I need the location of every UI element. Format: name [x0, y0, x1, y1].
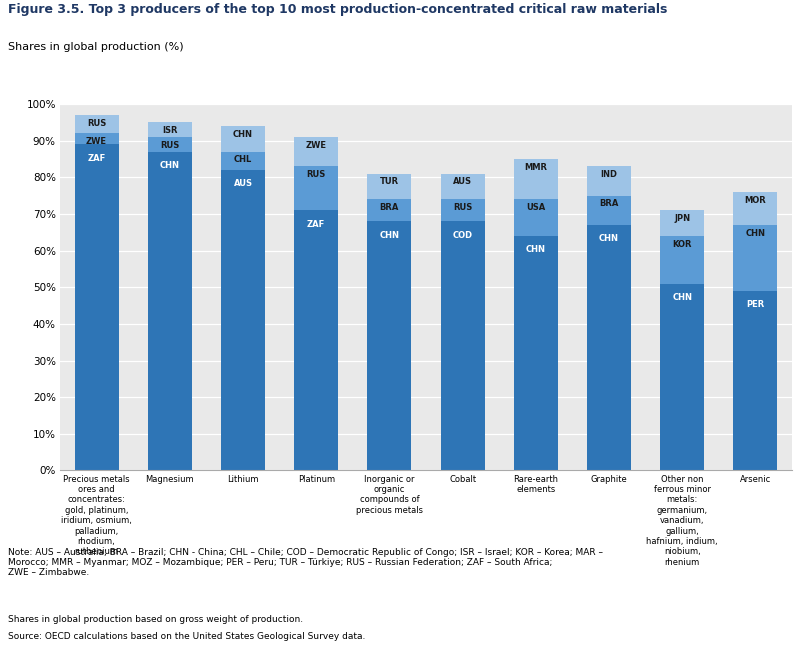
Text: ISR: ISR: [162, 126, 178, 135]
Text: RUS: RUS: [87, 119, 106, 128]
Text: USA: USA: [526, 203, 546, 212]
Bar: [294, 167, 338, 210]
Bar: [734, 192, 778, 225]
Text: CHN: CHN: [672, 293, 692, 302]
Bar: [367, 174, 411, 200]
Bar: [74, 115, 118, 134]
Bar: [221, 152, 265, 170]
Bar: [734, 225, 778, 291]
Text: CHN: CHN: [233, 130, 253, 139]
Bar: [660, 284, 704, 470]
Text: CHN: CHN: [599, 234, 619, 243]
Text: PER: PER: [746, 300, 765, 309]
Text: CHN: CHN: [746, 228, 766, 238]
Bar: [514, 236, 558, 470]
Text: JPN: JPN: [674, 214, 690, 223]
Text: COD: COD: [453, 230, 473, 239]
Bar: [514, 159, 558, 200]
Bar: [148, 122, 192, 137]
Text: TUR: TUR: [380, 177, 399, 186]
Text: Shares in global production (%): Shares in global production (%): [8, 42, 184, 52]
Text: CHN: CHN: [160, 161, 180, 170]
Text: ZWE: ZWE: [306, 141, 326, 150]
Text: CHN: CHN: [526, 245, 546, 254]
Bar: [367, 200, 411, 221]
Text: RUS: RUS: [160, 141, 179, 150]
Text: BRA: BRA: [380, 203, 399, 212]
Bar: [660, 210, 704, 236]
Text: BRA: BRA: [599, 200, 618, 208]
Bar: [587, 196, 631, 225]
Bar: [587, 167, 631, 196]
Bar: [514, 200, 558, 236]
Bar: [294, 137, 338, 167]
Bar: [74, 144, 118, 470]
Text: AUS: AUS: [234, 179, 253, 188]
Text: IND: IND: [601, 170, 618, 179]
Bar: [221, 170, 265, 470]
Text: KOR: KOR: [673, 240, 692, 249]
Text: RUS: RUS: [453, 203, 472, 212]
Bar: [734, 291, 778, 470]
Bar: [74, 134, 118, 144]
Bar: [367, 221, 411, 470]
Bar: [148, 152, 192, 470]
Bar: [441, 221, 485, 470]
Text: AUS: AUS: [453, 177, 472, 186]
Bar: [221, 126, 265, 152]
Text: MMR: MMR: [524, 163, 547, 172]
Text: ZWE: ZWE: [86, 137, 107, 146]
Bar: [441, 174, 485, 200]
Text: Shares in global production based on gross weight of production.: Shares in global production based on gro…: [8, 615, 303, 624]
Text: RUS: RUS: [306, 170, 326, 179]
Text: Note: AUS – Australia; BRA – Brazil; CHN - China; CHL – Chile; COD – Democratic : Note: AUS – Australia; BRA – Brazil; CHN…: [8, 548, 603, 577]
Bar: [660, 236, 704, 284]
Text: CHN: CHN: [379, 230, 399, 239]
Bar: [148, 137, 192, 152]
Text: ZAF: ZAF: [307, 220, 326, 228]
Text: Figure 3.5. Top 3 producers of the top 10 most production-concentrated critical : Figure 3.5. Top 3 producers of the top 1…: [8, 3, 667, 16]
Text: CHL: CHL: [234, 155, 252, 165]
Text: Source: OECD calculations based on the United States Geological Survey data.: Source: OECD calculations based on the U…: [8, 632, 366, 640]
Text: MOR: MOR: [745, 196, 766, 205]
Bar: [587, 225, 631, 470]
Text: ZAF: ZAF: [87, 154, 106, 163]
Bar: [441, 200, 485, 221]
Bar: [294, 210, 338, 470]
